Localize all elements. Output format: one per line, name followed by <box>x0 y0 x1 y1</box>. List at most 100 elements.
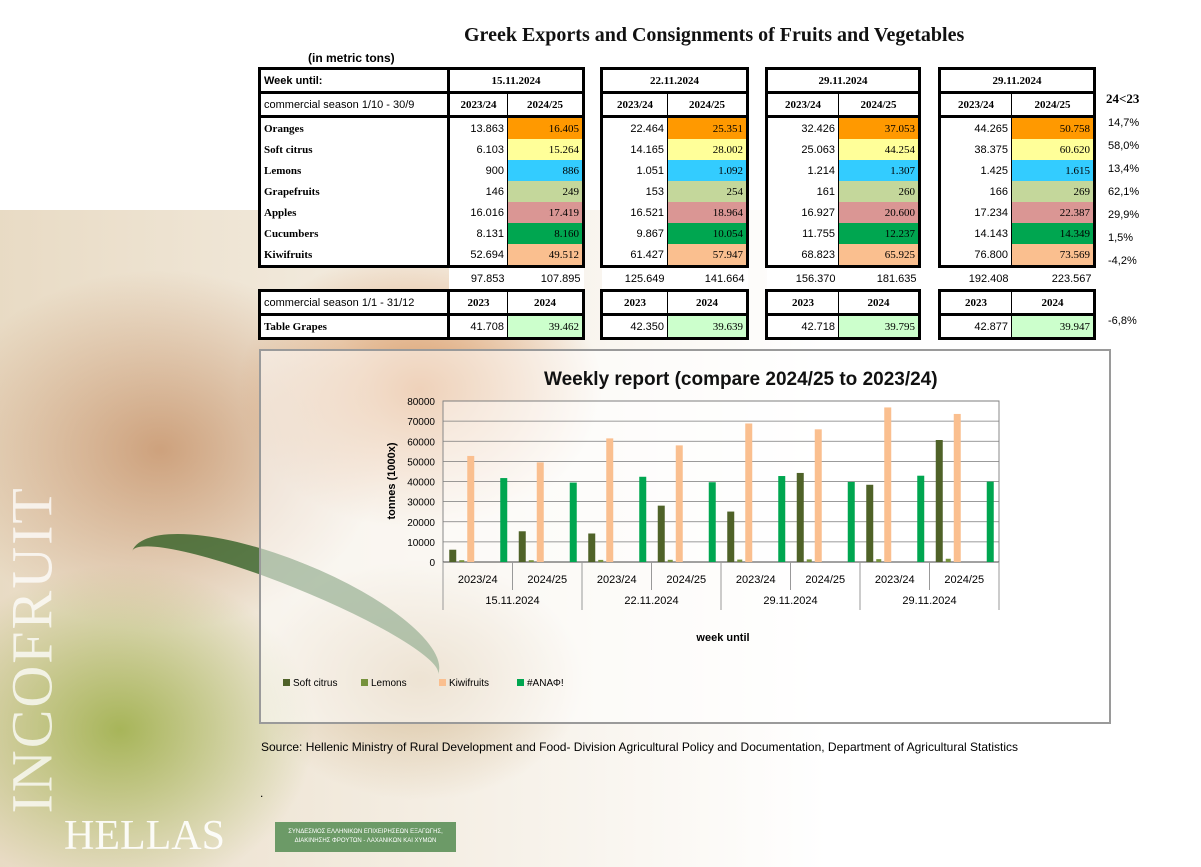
table-row: Grapefruits 146 249 153 254 161 260 166 269 <box>258 181 1096 202</box>
season-header: 2024/25 <box>667 92 749 118</box>
value-2024-25: 44.254 <box>838 139 921 160</box>
x-group-label: 29.11.2024 <box>902 595 956 607</box>
legend-label: Lemons <box>371 678 407 689</box>
value-2024-25: 16.405 <box>507 116 585 139</box>
season-header: 2023 <box>447 289 508 315</box>
total-2023-24: 156.370 <box>766 266 839 291</box>
column-gap <box>920 267 940 291</box>
header-row: Week until: 15.11.2024 22.11.2024 29.11.202… <box>258 67 1096 94</box>
x-group-label: 29.11.2024 <box>763 595 817 607</box>
y-tick-label: 50000 <box>407 457 435 468</box>
column-gap <box>920 291 940 315</box>
bar-3 <box>986 481 994 562</box>
value-2023-24: 32.426 <box>765 116 839 139</box>
column-gap <box>748 291 767 315</box>
week-label: Week until: <box>258 67 450 94</box>
value-2024-25: 254 <box>667 181 749 202</box>
value-2024-25: 886 <box>507 160 585 181</box>
total-2024-25: 141.664 <box>667 266 748 291</box>
value-2024-25: 73.569 <box>1011 244 1096 268</box>
weekly-bar-chart: 0 10000 20000 30000 40000 50000 60000 70000 8000… <box>283 397 1000 689</box>
x-group-label: 22.11.2024 <box>624 595 678 607</box>
x-tick-label: 2023/24 <box>458 574 498 586</box>
column-gap <box>920 181 940 202</box>
value-2023-24: 38.375 <box>938 139 1012 160</box>
value-2024-25: 8.160 <box>507 223 585 244</box>
column-gap <box>920 160 940 181</box>
total-2024-25: 107.895 <box>507 266 584 291</box>
percent-change: 29,9% <box>1108 209 1140 221</box>
column-gap <box>748 223 767 244</box>
column-gap <box>920 117 940 140</box>
product-name: Table Grapes <box>258 313 450 340</box>
column-gap <box>920 315 940 339</box>
y-tick-label: 20000 <box>407 518 435 529</box>
value-2023-24: 11.755 <box>765 223 839 244</box>
column-gap <box>920 223 940 244</box>
value-2023-24: 17.234 <box>938 202 1012 223</box>
percent-change: 1,5% <box>1108 232 1134 244</box>
bar-1 <box>806 559 812 562</box>
bar-3 <box>569 482 577 562</box>
value-2023-24: 14.143 <box>938 223 1012 244</box>
product-name: Soft citrus <box>258 139 450 160</box>
column-gap <box>584 291 602 315</box>
season-header: 2024/25 <box>838 92 921 118</box>
value-2023-24: 6.103 <box>447 139 508 160</box>
product-name: Apples <box>258 202 450 223</box>
season-header: 2023 <box>600 289 668 315</box>
value-2024: 39.947 <box>1011 313 1096 340</box>
y-tick-label: 60000 <box>407 437 435 448</box>
column-gap <box>584 244 602 267</box>
value-2023-24: 22.464 <box>600 116 668 139</box>
column-gap <box>584 69 602 93</box>
value-2024-25: 18.964 <box>667 202 749 223</box>
table-row: Kiwifruits 52.694 49.512 61.427 57.947 68.823… <box>258 244 1096 268</box>
y-tick-label: 0 <box>429 558 435 569</box>
y-tick-label: 40000 <box>407 478 435 489</box>
value-2023-24: 25.063 <box>765 139 839 160</box>
bar-2 <box>675 445 683 562</box>
legend-swatch <box>517 679 524 686</box>
x-tick-label: 2023/24 <box>597 574 637 586</box>
value-2024-25: 1.307 <box>838 160 921 181</box>
x-axis-title: week until <box>695 632 749 644</box>
value-2024: 39.462 <box>507 313 585 340</box>
bar-1 <box>528 560 534 562</box>
season-header: 2023/24 <box>600 92 668 118</box>
x-tick-label: 2024/25 <box>944 574 984 586</box>
value-2024-25: 1.615 <box>1011 160 1096 181</box>
y-tick-label: 10000 <box>407 538 435 549</box>
column-gap <box>748 139 767 160</box>
season-header: 2023 <box>765 289 839 315</box>
compare-header: 24<23 <box>1106 91 1140 106</box>
value-2024-25: 12.237 <box>838 223 921 244</box>
column-gap <box>748 267 767 291</box>
x-tick-label: 2024/25 <box>805 574 845 586</box>
column-gap <box>584 139 602 160</box>
season-header: 2024 <box>1011 289 1096 315</box>
exports-table: Week until: 15.11.2024 22.11.2024 29.11.202… <box>258 67 1096 340</box>
product-name: Oranges <box>258 116 450 139</box>
x-tick-label: 2024/25 <box>527 574 567 586</box>
grapes-season-label: commercial season 1/1 - 31/12 <box>258 289 450 315</box>
grapes-season-row: commercial season 1/1 - 31/12 2023 2024 202… <box>258 289 1096 315</box>
bar-0 <box>657 505 665 562</box>
value-2024-25: 57.947 <box>667 244 749 268</box>
column-gap <box>748 69 767 93</box>
legend-label: Soft citrus <box>293 678 337 689</box>
table-row: Cucumbers 8.131 8.160 9.867 10.054 11.755 12.2… <box>258 223 1096 244</box>
bar-2 <box>745 423 753 562</box>
column-gap <box>748 160 767 181</box>
value-2023-24: 52.694 <box>447 244 508 268</box>
bar-0 <box>727 511 735 562</box>
percent-change: 13,4% <box>1108 163 1140 175</box>
column-gap <box>584 160 602 181</box>
value-2024-25: 28.002 <box>667 139 749 160</box>
column-gap <box>584 315 602 339</box>
product-name: Kiwifruits <box>258 244 450 268</box>
bar-0 <box>866 484 874 562</box>
bar-3 <box>847 481 855 562</box>
week-header: 29.11.2024 <box>938 67 1096 94</box>
value-2023: 42.877 <box>938 313 1012 340</box>
